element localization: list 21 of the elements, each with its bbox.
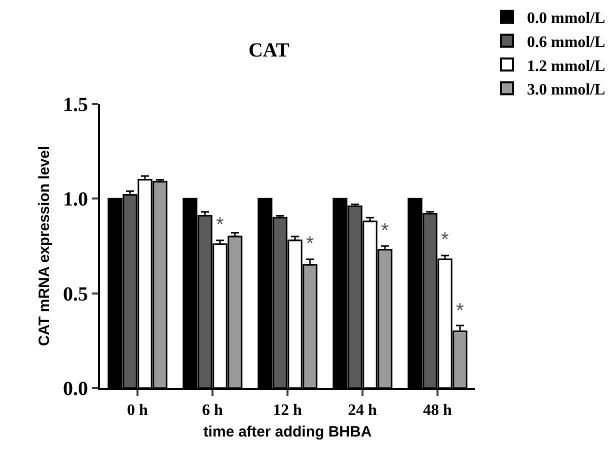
x-tick-label: 6 h <box>202 402 224 420</box>
data-label: * <box>456 300 464 322</box>
y-axis-title: CAT mRNA expression level <box>36 146 53 346</box>
y-tick-label: 1.0 <box>63 188 88 211</box>
y-tick-label: 0.5 <box>63 283 88 306</box>
x-tick-label: 0 h <box>127 402 148 420</box>
data-label: * <box>306 233 314 255</box>
y-tick-label: 1.5 <box>63 94 88 116</box>
data-label: * <box>216 214 224 236</box>
x-axis-title: time after adding BHBA <box>203 424 372 441</box>
x-tick-label: 12 h <box>273 402 302 420</box>
data-label: * <box>381 220 389 242</box>
legend-label: 0.6 mmol/L <box>527 34 606 51</box>
legend-label: 1.2 mmol/L <box>527 58 606 75</box>
x-tick-label: 48 h <box>423 402 452 420</box>
x-tick-label: 24 h <box>348 402 378 420</box>
legend-label: 3.0 mmol/L <box>527 82 606 99</box>
legend-label: 0.0 mmol/L <box>527 10 606 28</box>
data-label: * <box>441 229 449 251</box>
y-tick-label: 0.0 <box>63 378 88 400</box>
chart-title: CAT <box>248 40 290 62</box>
